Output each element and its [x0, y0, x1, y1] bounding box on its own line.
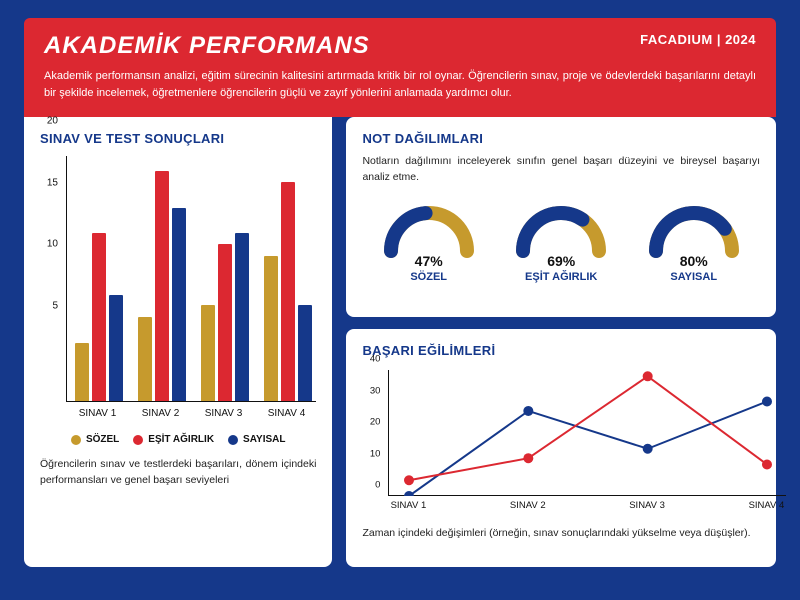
legend-label: SÖZEL [86, 434, 119, 445]
bar-group [75, 233, 127, 402]
header: AKADEMİK PERFORMANS FACADIUM | 2024 Akad… [24, 18, 776, 117]
bar [109, 295, 123, 401]
line-marker-icon [524, 453, 534, 463]
legend-dot-icon [133, 435, 143, 445]
line-chart-footer: Zaman içindeki değişimleri (örneğin, sın… [362, 526, 760, 542]
bar [235, 233, 249, 402]
line-chart-x-label: SINAV 2 [493, 500, 563, 511]
line-marker-icon [762, 460, 772, 470]
legend-label: EŞİT AĞIRLIK [148, 434, 214, 445]
gauge: 47%SÖZEL [369, 196, 489, 283]
line-chart-y-tick: 30 [370, 385, 381, 396]
line-marker-icon [524, 406, 534, 416]
gauge: 69%EŞİT AĞIRLIK [501, 196, 621, 283]
bar-group [138, 171, 190, 401]
bar-chart-y-tick: 15 [47, 177, 58, 188]
line-chart-x-label: SINAV 1 [373, 500, 443, 511]
line-chart-x-labels: SINAV 1SINAV 2SINAV 3SINAV 4 [388, 498, 756, 516]
line-chart-y-tick: 10 [370, 448, 381, 459]
bar [264, 256, 278, 401]
bar [155, 171, 169, 401]
page-root: AKADEMİK PERFORMANS FACADIUM | 2024 Akad… [0, 0, 800, 600]
brand-label: FACADIUM | 2024 [640, 32, 756, 47]
line-chart-y-tick: 0 [375, 480, 380, 491]
bar-chart-x-label: SINAV 3 [194, 408, 254, 419]
bar-chart-x-labels: SINAV 1SINAV 2SINAV 3SINAV 4 [66, 406, 316, 426]
gauge: 80%SAYISAL [634, 196, 754, 283]
bar [281, 182, 295, 401]
card-bar-chart: SINAV VE TEST SONUÇLARI 5101520 SINAV 1S… [24, 117, 332, 567]
bar-chart-x-label: SINAV 4 [257, 408, 317, 419]
bar-group [201, 233, 253, 402]
gauges-description: Notların dağılımını inceleyerek sınıfın … [362, 154, 760, 186]
line-chart-x-label: SINAV 3 [612, 500, 682, 511]
line-chart-title: BAŞARI EĞİLİMLERİ [362, 343, 760, 358]
bar [218, 244, 232, 401]
bar [201, 305, 215, 401]
right-column: NOT DAĞILIMLARI Notların dağılımını ince… [346, 117, 776, 567]
bar [172, 208, 186, 401]
bar-chart-x-label: SINAV 1 [68, 408, 128, 419]
line-chart-y-tick: 20 [370, 417, 381, 428]
line-chart: 010203040 SINAV 1SINAV 2SINAV 3SINAV 4 [362, 366, 760, 516]
legend-item: SÖZEL [71, 434, 119, 445]
gauges-row: 47%SÖZEL 69%EŞİT AĞIRLIK 80%SAYISAL [362, 196, 760, 283]
body: SINAV VE TEST SONUÇLARI 5101520 SINAV 1S… [24, 117, 776, 567]
line-marker-icon [762, 397, 772, 407]
bar-chart-y-tick: 5 [52, 300, 58, 311]
line-marker-icon [643, 371, 653, 381]
bar [138, 317, 152, 401]
bar [92, 233, 106, 402]
bar [298, 305, 312, 401]
legend-item: EŞİT AĞIRLIK [133, 434, 214, 445]
bar-chart-title: SINAV VE TEST SONUÇLARI [40, 131, 316, 146]
legend-label: SAYISAL [243, 434, 285, 445]
line-series [409, 402, 767, 497]
line-marker-icon [643, 444, 653, 454]
line-chart-y-axis: 010203040 [362, 370, 384, 496]
bar-chart-plot [66, 156, 316, 402]
bar [75, 343, 89, 401]
line-chart-plot [388, 370, 786, 496]
gauge-label: SAYISAL [634, 271, 754, 283]
line-marker-icon [404, 475, 414, 485]
bar-chart: 5101520 SINAV 1SINAV 2SINAV 3SINAV 4 [40, 156, 316, 426]
bar-chart-legend: SÖZEL EŞİT AĞIRLIK SAYISAL [40, 434, 316, 445]
line-chart-y-tick: 40 [370, 354, 381, 365]
legend-dot-icon [228, 435, 238, 445]
line-marker-icon [404, 491, 414, 496]
legend-item: SAYISAL [228, 434, 285, 445]
card-gauges: NOT DAĞILIMLARI Notların dağılımını ince… [346, 117, 776, 317]
bar-chart-y-axis: 5101520 [40, 156, 62, 402]
line-chart-svg [389, 370, 787, 496]
bar-chart-y-tick: 10 [47, 239, 58, 250]
gauge-label: EŞİT AĞIRLIK [501, 271, 621, 283]
line-series [409, 376, 767, 480]
gauge-label: SÖZEL [369, 271, 489, 283]
gauges-title: NOT DAĞILIMLARI [362, 131, 760, 146]
bar-chart-y-tick: 20 [47, 116, 58, 127]
bar-chart-x-label: SINAV 2 [131, 408, 191, 419]
legend-dot-icon [71, 435, 81, 445]
card-line-chart: BAŞARI EĞİLİMLERİ 0 10 20 30 40 SINAV 1 SINAV… [346, 329, 776, 567]
bar-chart-footer: Öğrencilerin sınav ve testlerdeki başarı… [40, 457, 316, 489]
bar-group [264, 182, 316, 401]
line-chart-x-label: SINAV 4 [731, 500, 800, 511]
header-description: Akademik performansın analizi, eğitim sü… [44, 68, 756, 101]
